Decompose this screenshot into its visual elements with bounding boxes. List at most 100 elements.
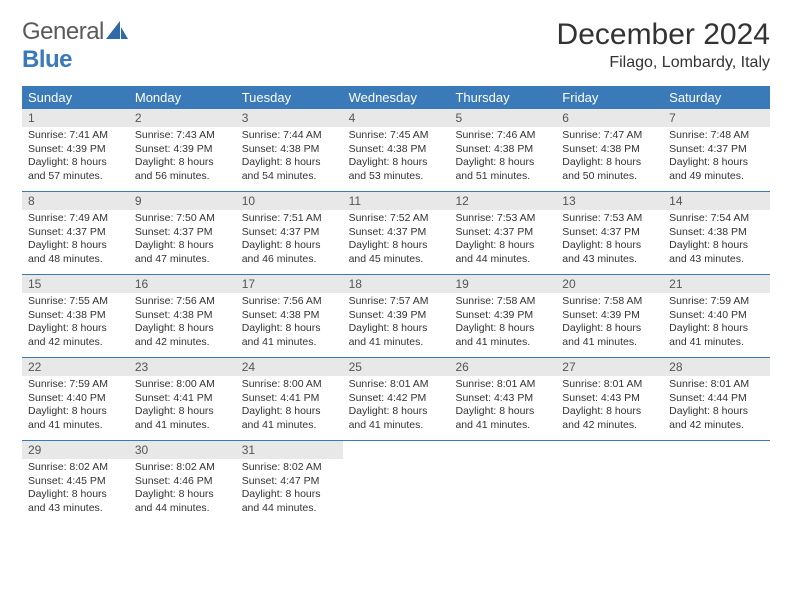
day-body: Sunrise: 7:54 AMSunset: 4:38 PMDaylight:… [663, 210, 770, 271]
day-body: Sunrise: 8:00 AMSunset: 4:41 PMDaylight:… [236, 376, 343, 437]
daylight-line: Daylight: 8 hours and 47 minutes. [135, 239, 230, 266]
sunrise-line: Sunrise: 8:00 AM [242, 378, 337, 392]
sunrise-line: Sunrise: 7:46 AM [455, 129, 550, 143]
daylight-line: Daylight: 8 hours and 41 minutes. [455, 405, 550, 432]
day-number: 15 [22, 275, 129, 293]
day-body: Sunrise: 8:00 AMSunset: 4:41 PMDaylight:… [129, 376, 236, 437]
daylight-line: Daylight: 8 hours and 57 minutes. [28, 156, 123, 183]
day-cell [449, 441, 556, 523]
sunset-line: Sunset: 4:38 PM [669, 226, 764, 240]
day-number: 19 [449, 275, 556, 293]
day-cell: 7Sunrise: 7:48 AMSunset: 4:37 PMDaylight… [663, 109, 770, 191]
sunrise-line: Sunrise: 7:45 AM [349, 129, 444, 143]
day-body: Sunrise: 7:43 AMSunset: 4:39 PMDaylight:… [129, 127, 236, 188]
daylight-line: Daylight: 8 hours and 42 minutes. [135, 322, 230, 349]
day-body: Sunrise: 7:57 AMSunset: 4:39 PMDaylight:… [343, 293, 450, 354]
day-body: Sunrise: 7:58 AMSunset: 4:39 PMDaylight:… [556, 293, 663, 354]
day-cell: 25Sunrise: 8:01 AMSunset: 4:42 PMDayligh… [343, 358, 450, 440]
brand-part2: Blue [22, 46, 72, 73]
sunset-line: Sunset: 4:38 PM [242, 309, 337, 323]
day-number: 17 [236, 275, 343, 293]
daylight-line: Daylight: 8 hours and 46 minutes. [242, 239, 337, 266]
day-body: Sunrise: 7:58 AMSunset: 4:39 PMDaylight:… [449, 293, 556, 354]
week-row: 8Sunrise: 7:49 AMSunset: 4:37 PMDaylight… [22, 191, 770, 274]
daylight-line: Daylight: 8 hours and 54 minutes. [242, 156, 337, 183]
day-body: Sunrise: 8:01 AMSunset: 4:42 PMDaylight:… [343, 376, 450, 437]
sunset-line: Sunset: 4:37 PM [135, 226, 230, 240]
sunset-line: Sunset: 4:42 PM [349, 392, 444, 406]
sunset-line: Sunset: 4:41 PM [135, 392, 230, 406]
sunrise-line: Sunrise: 7:58 AM [455, 295, 550, 309]
day-number: 11 [343, 192, 450, 210]
sunrise-line: Sunrise: 7:59 AM [28, 378, 123, 392]
sunrise-line: Sunrise: 8:01 AM [455, 378, 550, 392]
day-cell [663, 441, 770, 523]
month-title: December 2024 [557, 18, 770, 52]
day-number: 29 [22, 441, 129, 459]
daylight-line: Daylight: 8 hours and 42 minutes. [28, 322, 123, 349]
day-body: Sunrise: 7:55 AMSunset: 4:38 PMDaylight:… [22, 293, 129, 354]
daylight-line: Daylight: 8 hours and 44 minutes. [135, 488, 230, 515]
day-cell: 10 Sunrise: 7:51 AMSunset: 4:37 PMDayligh… [236, 192, 343, 274]
day-number: 10 [236, 192, 343, 210]
day-cell: 28Sunrise: 8:01 AMSunset: 4:44 PMDayligh… [663, 358, 770, 440]
daylight-line: Daylight: 8 hours and 45 minutes. [349, 239, 444, 266]
day-body: Sunrise: 7:56 AMSunset: 4:38 PMDaylight:… [129, 293, 236, 354]
day-cell: 8Sunrise: 7:49 AMSunset: 4:37 PMDaylight… [22, 192, 129, 274]
day-cell: 12Sunrise: 7:53 AMSunset: 4:37 PMDayligh… [449, 192, 556, 274]
day-body: Sunrise: 8:02 AMSunset: 4:45 PMDaylight:… [22, 459, 129, 520]
day-body: Sunrise: 8:01 AMSunset: 4:44 PMDaylight:… [663, 376, 770, 437]
title-block: December 2024 Filago, Lombardy, Italy [557, 18, 770, 72]
day-number: 1 [22, 109, 129, 127]
day-body: Sunrise: 7:41 AMSunset: 4:39 PMDaylight:… [22, 127, 129, 188]
daylight-line: Daylight: 8 hours and 43 minutes. [562, 239, 657, 266]
sail-icon [106, 21, 128, 39]
day-number: 5 [449, 109, 556, 127]
sunrise-line: Sunrise: 7:43 AM [135, 129, 230, 143]
day-cell: 31Sunrise: 8:02 AMSunset: 4:47 PMDayligh… [236, 441, 343, 523]
day-body: Sunrise: 8:02 AMSunset: 4:46 PMDaylight:… [129, 459, 236, 520]
daylight-line: Daylight: 8 hours and 42 minutes. [669, 405, 764, 432]
day-cell: 14Sunrise: 7:54 AMSunset: 4:38 PMDayligh… [663, 192, 770, 274]
sunrise-line: Sunrise: 7:41 AM [28, 129, 123, 143]
sunset-line: Sunset: 4:39 PM [28, 143, 123, 157]
sunset-line: Sunset: 4:37 PM [349, 226, 444, 240]
daylight-line: Daylight: 8 hours and 50 minutes. [562, 156, 657, 183]
sunrise-line: Sunrise: 7:58 AM [562, 295, 657, 309]
day-number: 24 [236, 358, 343, 376]
weeks-container: 1Sunrise: 7:41 AMSunset: 4:39 PMDaylight… [22, 109, 770, 523]
day-number: 21 [663, 275, 770, 293]
sunrise-line: Sunrise: 7:55 AM [28, 295, 123, 309]
sunset-line: Sunset: 4:45 PM [28, 475, 123, 489]
daylight-line: Daylight: 8 hours and 44 minutes. [242, 488, 337, 515]
sunset-line: Sunset: 4:39 PM [135, 143, 230, 157]
day-body: Sunrise: 7:48 AMSunset: 4:37 PMDaylight:… [663, 127, 770, 188]
day-number: 8 [22, 192, 129, 210]
day-number: 14 [663, 192, 770, 210]
daylight-line: Daylight: 8 hours and 44 minutes. [455, 239, 550, 266]
day-cell: 30Sunrise: 8:02 AMSunset: 4:46 PMDayligh… [129, 441, 236, 523]
day-body: Sunrise: 7:56 AMSunset: 4:38 PMDaylight:… [236, 293, 343, 354]
sunset-line: Sunset: 4:39 PM [455, 309, 550, 323]
day-number: 28 [663, 358, 770, 376]
day-cell: 6Sunrise: 7:47 AMSunset: 4:38 PMDaylight… [556, 109, 663, 191]
day-number: 23 [129, 358, 236, 376]
day-cell: 4Sunrise: 7:45 AMSunset: 4:38 PMDaylight… [343, 109, 450, 191]
sunset-line: Sunset: 4:37 PM [242, 226, 337, 240]
daylight-line: Daylight: 8 hours and 51 minutes. [455, 156, 550, 183]
sunset-line: Sunset: 4:37 PM [28, 226, 123, 240]
day-number: 31 [236, 441, 343, 459]
day-cell: 19Sunrise: 7:58 AMSunset: 4:39 PMDayligh… [449, 275, 556, 357]
day-number: 4 [343, 109, 450, 127]
sunrise-line: Sunrise: 7:49 AM [28, 212, 123, 226]
sunrise-line: Sunrise: 7:59 AM [669, 295, 764, 309]
sunrise-line: Sunrise: 8:01 AM [349, 378, 444, 392]
header-bar: GeneralBlue December 2024 Filago, Lombar… [22, 18, 770, 74]
week-row: 22Sunrise: 7:59 AMSunset: 4:40 PMDayligh… [22, 357, 770, 440]
weekday-header: Wednesday [343, 86, 450, 109]
sunset-line: Sunset: 4:38 PM [562, 143, 657, 157]
day-body: Sunrise: 7:45 AMSunset: 4:38 PMDaylight:… [343, 127, 450, 188]
sunset-line: Sunset: 4:37 PM [562, 226, 657, 240]
sunrise-line: Sunrise: 7:51 AM [242, 212, 337, 226]
day-cell: 18Sunrise: 7:57 AMSunset: 4:39 PMDayligh… [343, 275, 450, 357]
